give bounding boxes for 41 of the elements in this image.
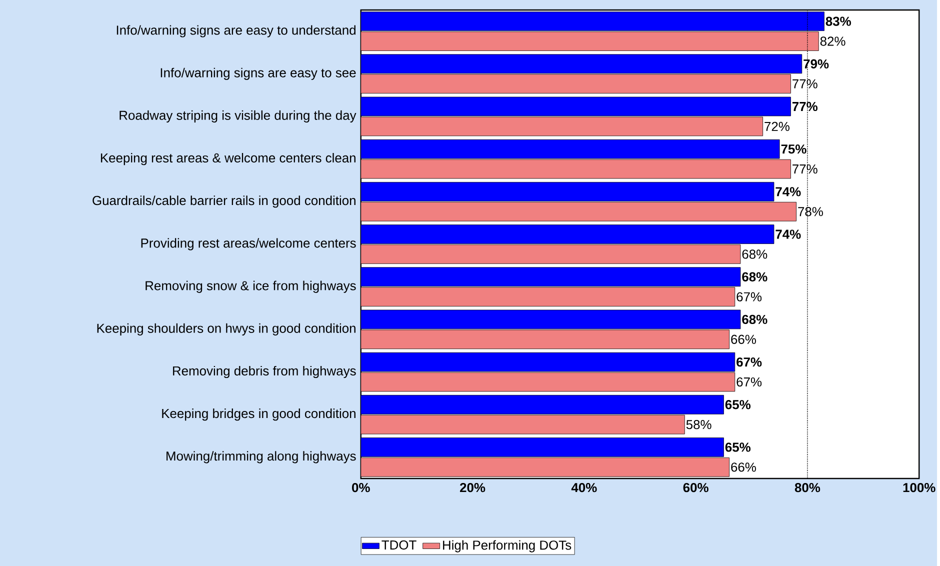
data-label: 74% [776,187,801,196]
y-tick-label: Keeping rest areas & welcome centers clean [100,152,356,165]
x-tick-label: 0% [352,482,370,492]
x-tick-label: 80% [794,482,820,492]
data-label: 58% [686,420,712,430]
data-label: 67% [736,377,762,386]
x-tick-label: 20% [460,482,486,492]
y-tick-label: Removing snow & ice from highways [146,280,356,293]
y-tick-label: Keeping bridges in good condition [162,408,356,421]
legend-label: High Performing DOTs [443,540,572,552]
y-tick-label: Providing rest areas/welcome centers [141,238,356,250]
data-label: 83% [826,16,851,26]
y-tick-label: Mowing/trimming along highways [166,451,356,464]
data-label: 67% [736,357,762,367]
y-tick-label: Info/warning signs are easy to see [160,68,356,80]
y-tick-label: Removing debris from highways [173,366,356,378]
data-label: 68% [742,314,768,324]
data-label: 65% [725,442,751,452]
x-tick-label: 100% [903,482,936,492]
data-label: 82% [820,36,846,46]
data-label: 68% [742,250,768,259]
legend-label: TDOT [382,540,416,550]
data-label: 74% [776,230,801,239]
y-tick-label: Keeping shoulders on hwys in good condition [97,323,356,336]
data-label: 66% [731,462,756,472]
data-label: 72% [764,122,790,131]
x-tick-label: 60% [683,482,708,492]
data-label: 65% [725,400,751,410]
data-label: 68% [742,272,768,282]
data-label: 75% [781,144,806,154]
data-label: 77% [792,79,818,88]
data-label: 66% [731,334,756,344]
data-label: 78% [798,206,823,216]
y-tick-label: Info/warning signs are easy to understand [116,25,356,38]
y-tick-label: Guardrails/cable barrier rails in good condition [92,196,356,208]
data-label: 77% [792,164,818,174]
x-tick-label: 40% [571,482,597,492]
data-label: 77% [792,102,818,111]
y-tick-label: Roadway striping is visible during the day [120,110,356,122]
data-label: 67% [736,292,762,302]
data-label: 79% [804,59,829,68]
